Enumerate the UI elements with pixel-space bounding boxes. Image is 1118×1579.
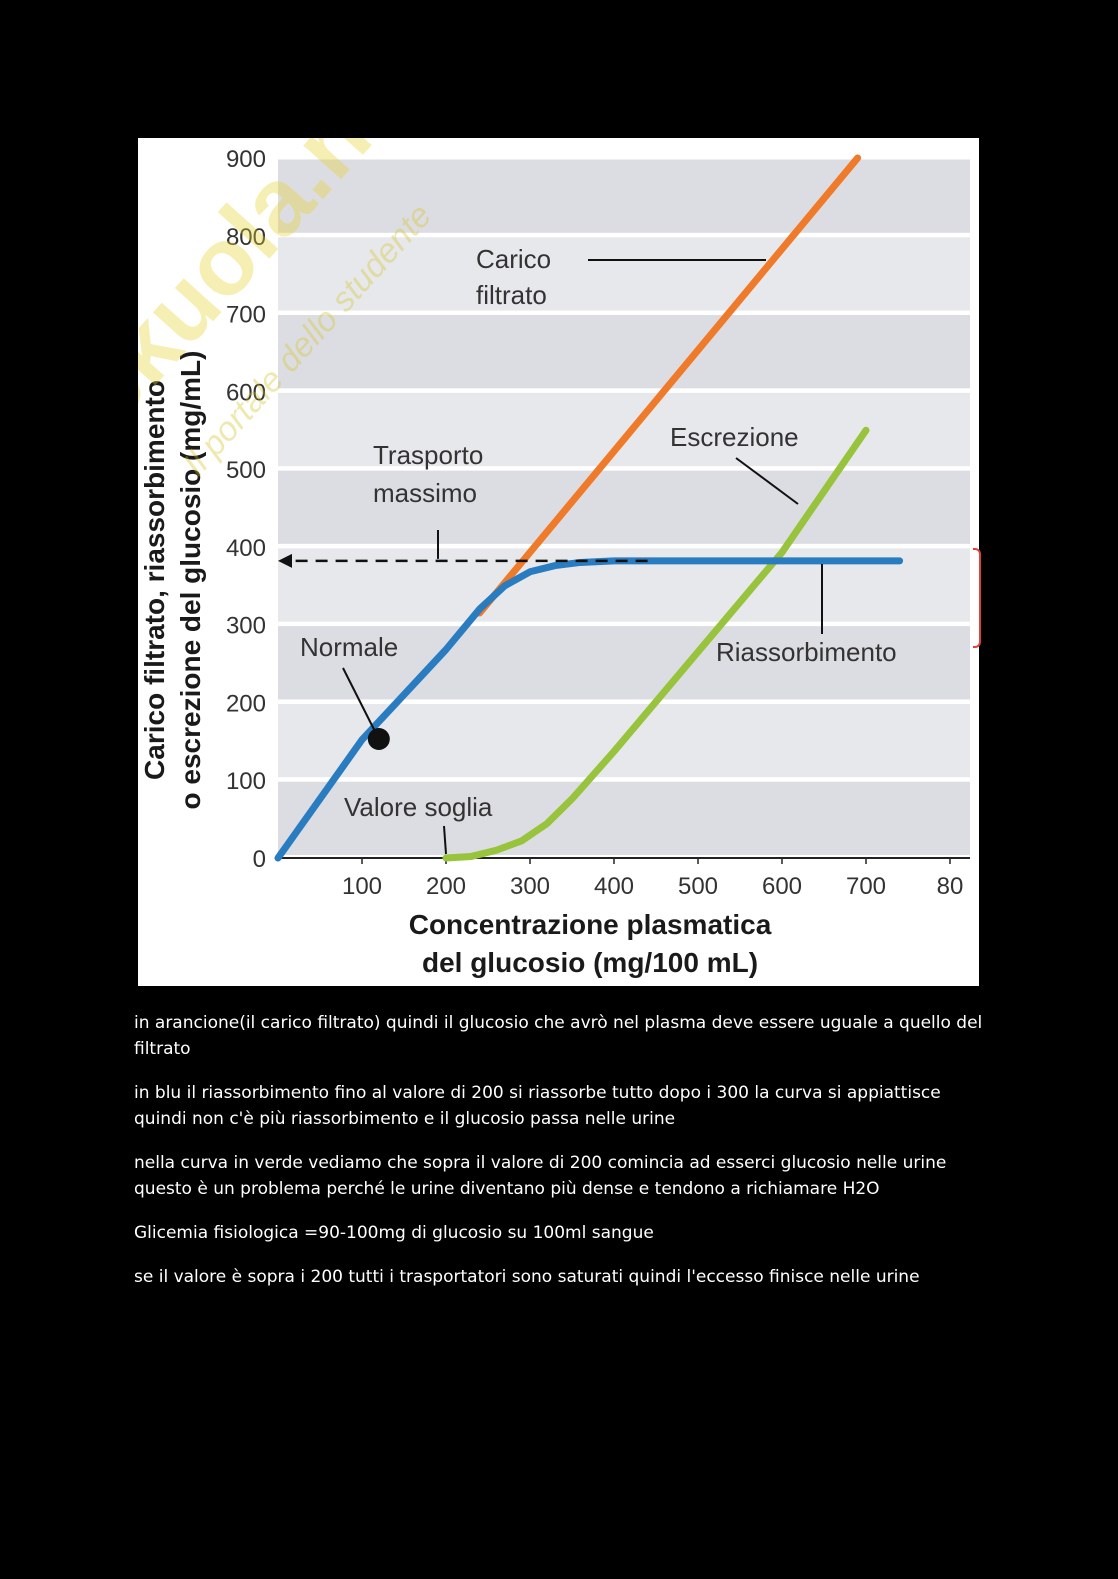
series-line-excretion: [442, 426, 870, 862]
filtered-load-label-1: Carico: [476, 244, 551, 274]
note-paragraph: in blu il riassorbimento fino al valore …: [134, 1083, 941, 1129]
threshold-pointer: [443, 825, 447, 855]
series-line-reabsorption: [274, 557, 904, 862]
normal-label: Normale: [300, 632, 398, 662]
x-tick-labels: 100 200 300 400 500 600 700 80: [342, 858, 963, 900]
y-tick-label: 200: [226, 690, 266, 717]
tmax-label-1: Trasporto: [373, 440, 483, 470]
y-tick-label: 500: [226, 457, 266, 484]
y-tick-label: 900: [226, 146, 266, 173]
x-tick-label: 500: [678, 873, 718, 900]
x-tick-label: 100: [342, 873, 382, 900]
y-tick-label: 0: [253, 846, 266, 873]
y-tick-label: 700: [226, 302, 266, 329]
grid-band: [278, 158, 970, 233]
series-line-filtered-load: [476, 154, 862, 617]
x-tick-label: 300: [510, 873, 550, 900]
y-tick-label: 600: [226, 379, 266, 406]
excretion-label: Escrezione: [670, 422, 799, 452]
threshold-label: Valore soglia: [344, 792, 493, 822]
tmax-arrowhead: [278, 553, 292, 568]
grid-band: [278, 624, 970, 700]
note-paragraph: se il valore è sopra i 200 tutti i trasp…: [134, 1267, 920, 1287]
grid-band: [278, 235, 970, 311]
y-tick-label: 400: [226, 535, 266, 562]
chart-figure: Carico filtrato, riassorbimento o escrez…: [138, 138, 979, 986]
normal-pointer: [342, 667, 376, 732]
note-paragraph: in arancione(il carico filtrato) quindi …: [134, 1013, 983, 1059]
x-tick-label: 80: [937, 873, 964, 900]
note-paragraph: Glicemia fisiologica =90-100mg di glucos…: [134, 1223, 654, 1243]
y-tick-label: 100: [226, 768, 266, 795]
grid-band: [278, 469, 970, 544]
reabsorption-label: Riassorbimento: [716, 637, 897, 667]
y-tick-labels: 0 100 200 300 400 500 600 700 800 900: [226, 146, 266, 873]
y-tick-label: 800: [226, 224, 266, 251]
x-axis-label-line2: del glucosio (mg/100 mL): [422, 947, 758, 978]
chart-svg: Carico filtrato, riassorbimento o escrez…: [138, 138, 970, 978]
grid-band: [278, 391, 970, 467]
grid-band: [278, 313, 970, 389]
annotation-layer: [278, 259, 823, 855]
filtered-load-label-2: filtrato: [476, 280, 547, 310]
red-side-tab: [973, 548, 981, 648]
x-tick-label: 700: [846, 873, 886, 900]
normal-point-marker: [367, 728, 390, 750]
tmax-label-2: massimo: [373, 478, 477, 508]
series-layer: [274, 154, 904, 862]
x-tick-label: 200: [426, 873, 466, 900]
grid-band: [278, 780, 970, 855]
x-tick-label: 400: [594, 873, 634, 900]
x-axis-label-line1: Concentrazione plasmatica: [409, 909, 772, 940]
y-axis-label-line1: Carico filtrato, riassorbimento: [139, 380, 170, 780]
y-tick-label: 300: [226, 613, 266, 640]
excretion-pointer: [735, 457, 799, 505]
notes-section: in arancione(il carico filtrato) quindi …: [134, 1010, 984, 1308]
note-paragraph: nella curva in verde vediamo che sopra i…: [134, 1153, 947, 1199]
y-axis-label-line2: o escrezione del glucosio (mg/mL): [175, 351, 206, 810]
x-tick-label: 600: [762, 873, 802, 900]
